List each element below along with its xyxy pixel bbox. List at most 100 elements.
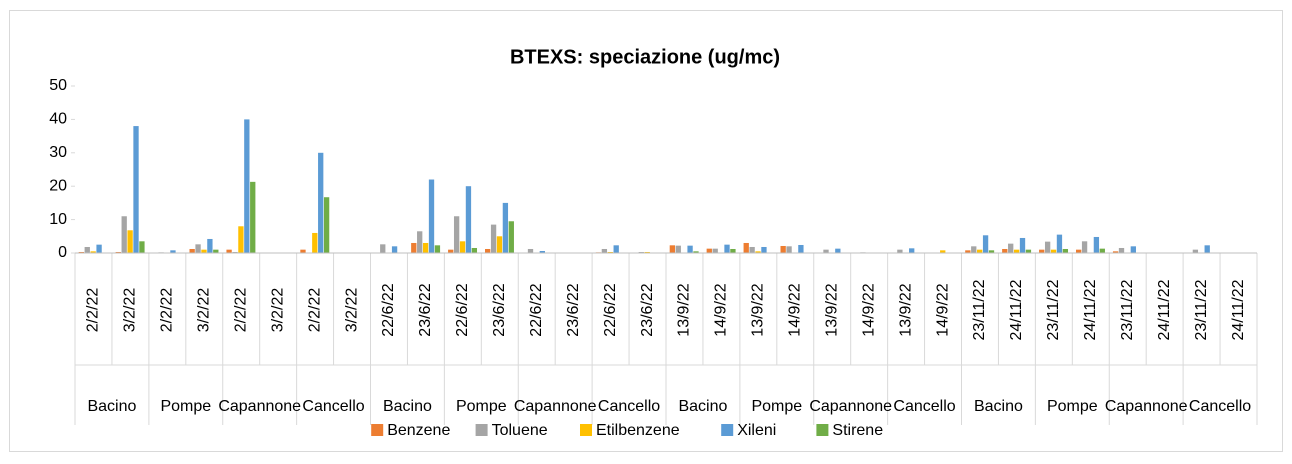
x-tick-label: 23/6/22 bbox=[639, 283, 656, 336]
bar bbox=[1013, 249, 1020, 253]
bar bbox=[988, 250, 995, 253]
bar bbox=[127, 230, 133, 253]
bar bbox=[638, 251, 644, 253]
bar bbox=[607, 251, 613, 253]
x-tick-label: 23/11/22 bbox=[1045, 279, 1062, 340]
bar bbox=[508, 221, 514, 253]
bar bbox=[712, 248, 718, 253]
bar bbox=[909, 248, 915, 253]
bar bbox=[459, 241, 466, 253]
group-label: Bacino bbox=[678, 398, 727, 415]
x-tick-label: 23/11/22 bbox=[1119, 279, 1136, 340]
bar bbox=[1008, 243, 1014, 253]
group-label: Cancello bbox=[893, 398, 955, 415]
bar bbox=[539, 250, 545, 253]
bar bbox=[1093, 236, 1100, 253]
bar bbox=[743, 242, 749, 253]
x-tick-label: 22/6/22 bbox=[528, 283, 545, 336]
bar bbox=[201, 249, 207, 253]
x-tick-label: 22/6/22 bbox=[380, 283, 397, 336]
bar bbox=[78, 251, 85, 253]
bar bbox=[312, 232, 318, 253]
bar bbox=[170, 250, 176, 253]
y-tick-label: 20 bbox=[49, 177, 67, 194]
legend-label: Toluene bbox=[492, 422, 548, 439]
bar bbox=[527, 248, 534, 253]
group-label: Pompe bbox=[1047, 398, 1098, 415]
x-tick-label: 24/11/22 bbox=[1156, 279, 1173, 340]
bar bbox=[724, 244, 730, 253]
bar bbox=[300, 249, 306, 253]
bar bbox=[1112, 251, 1119, 253]
chart-frame bbox=[9, 10, 1283, 452]
x-tick-label: 3/2/22 bbox=[343, 288, 360, 333]
x-tick-label: 3/2/22 bbox=[269, 288, 286, 333]
bar bbox=[965, 250, 971, 253]
bar bbox=[1204, 245, 1210, 253]
bar bbox=[207, 238, 213, 253]
bar bbox=[749, 246, 755, 253]
bar bbox=[644, 251, 650, 253]
bar bbox=[84, 246, 90, 253]
x-tick-label: 14/9/22 bbox=[787, 283, 804, 336]
group-label: Pompe bbox=[456, 398, 507, 415]
bar bbox=[471, 247, 478, 253]
bar bbox=[835, 248, 841, 253]
bar bbox=[453, 216, 460, 253]
legend-label: Etilbenzene bbox=[596, 422, 680, 439]
bar bbox=[1019, 237, 1026, 253]
bar bbox=[613, 245, 619, 253]
group-label: Bacino bbox=[383, 398, 432, 415]
bar bbox=[761, 246, 767, 253]
bar bbox=[1130, 246, 1136, 253]
x-tick-label: 23/11/22 bbox=[1193, 279, 1210, 340]
x-tick-label: 13/9/22 bbox=[676, 283, 693, 336]
group-label: Cancello bbox=[1189, 398, 1251, 415]
bar bbox=[422, 242, 429, 253]
x-tick-label: 14/9/22 bbox=[713, 283, 730, 336]
x-tick-label: 14/9/22 bbox=[934, 283, 951, 336]
bar bbox=[428, 179, 435, 253]
bar bbox=[823, 249, 829, 253]
bar bbox=[391, 246, 398, 253]
x-tick-label: 24/11/22 bbox=[1008, 279, 1025, 340]
bar bbox=[115, 251, 121, 253]
bar bbox=[1099, 248, 1105, 253]
bar bbox=[213, 249, 219, 253]
y-tick-label: 30 bbox=[49, 144, 67, 161]
bar bbox=[687, 245, 693, 253]
bar bbox=[706, 248, 712, 253]
bar bbox=[238, 226, 244, 253]
bar bbox=[490, 224, 497, 253]
bar bbox=[121, 216, 127, 253]
bar bbox=[496, 236, 503, 253]
bar bbox=[1118, 247, 1125, 253]
legend-swatch bbox=[475, 424, 488, 436]
x-tick-label: 23/6/22 bbox=[491, 283, 508, 336]
x-tick-label: 3/2/22 bbox=[122, 288, 139, 333]
bar bbox=[465, 186, 472, 253]
legend-swatch bbox=[371, 424, 384, 436]
x-tick-label: 13/9/22 bbox=[823, 283, 840, 336]
bar bbox=[411, 242, 417, 253]
bar bbox=[133, 126, 139, 253]
group-label: Bacino bbox=[87, 398, 136, 415]
bar bbox=[977, 249, 983, 253]
bar bbox=[798, 244, 804, 253]
x-tick-label: 2/2/22 bbox=[232, 288, 249, 333]
bar bbox=[897, 249, 903, 253]
bar bbox=[139, 241, 145, 253]
legend-swatch bbox=[721, 424, 734, 436]
bar bbox=[90, 251, 96, 253]
y-tick-label: 50 bbox=[49, 77, 67, 94]
bar bbox=[1192, 249, 1199, 253]
x-tick-label: 2/2/22 bbox=[306, 288, 323, 333]
x-tick-label: 13/9/22 bbox=[750, 283, 767, 336]
x-tick-label: 23/6/22 bbox=[417, 283, 434, 336]
bar bbox=[693, 251, 699, 253]
legend-label: Stirene bbox=[832, 422, 883, 439]
bar bbox=[226, 249, 232, 253]
y-tick-label: 10 bbox=[49, 211, 67, 228]
legend-swatch bbox=[580, 424, 592, 436]
